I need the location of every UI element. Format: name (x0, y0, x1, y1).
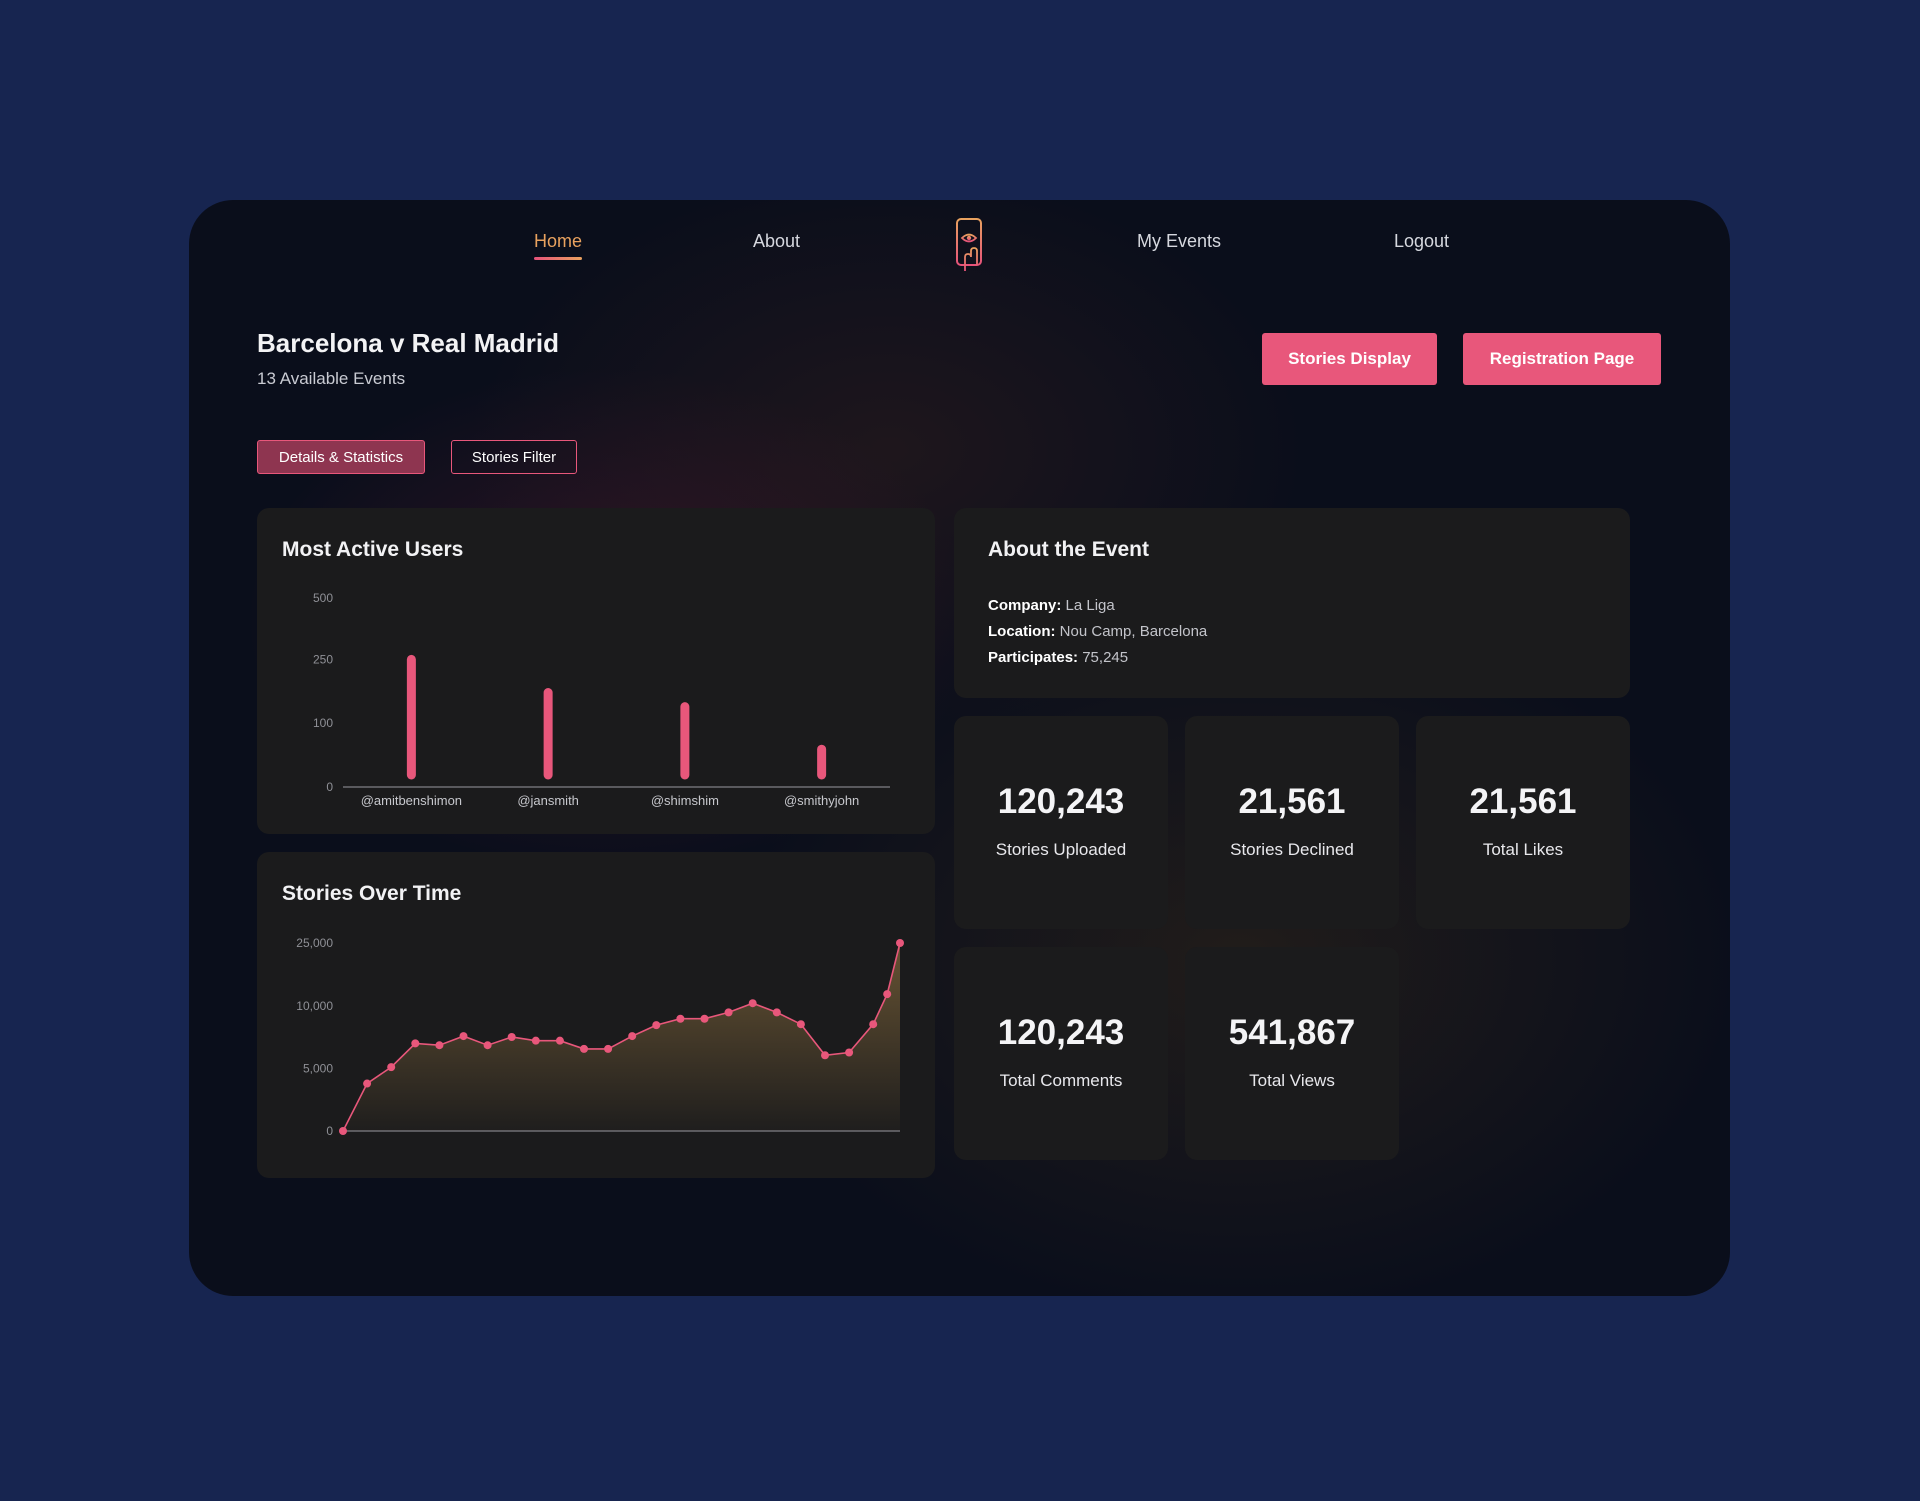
nav-logout[interactable]: Logout (1394, 231, 1450, 251)
data-point (772, 1008, 781, 1017)
registration-page-button[interactable]: Registration Page (1463, 333, 1661, 385)
page-title: Barcelona v Real Madrid (257, 328, 559, 358)
data-point (821, 1051, 829, 1060)
phone-eye-hand-icon[interactable] (954, 217, 984, 271)
app-window: Home About My Events Logout Barcelona v … (189, 200, 1730, 1296)
y-tick-label: 100 (313, 716, 333, 730)
y-tick-label: 0 (326, 780, 333, 794)
x-tick-label: @smithyjohn (784, 793, 859, 808)
stat-label: Total Views (1249, 1071, 1335, 1090)
stat-label: Total Likes (1482, 840, 1564, 859)
area-fill (343, 943, 900, 1131)
about-location-key: Location: (988, 623, 1056, 640)
data-point (676, 1014, 685, 1023)
data-point (339, 1127, 347, 1135)
y-tick-label: 0 (326, 1124, 333, 1138)
about-event-card: About the Event Company: La Liga Locatio… (954, 508, 1630, 698)
tab-details-statistics[interactable]: Details & Statistics (257, 440, 425, 474)
stories-display-button[interactable]: Stories Display (1262, 333, 1437, 385)
about-participates-row: Participates: 75,245 (988, 649, 1128, 666)
y-tick-label: 5,000 (303, 1061, 333, 1075)
data-point (435, 1041, 444, 1050)
stat-card-stories-uploaded: 120,243 Stories Uploaded (954, 716, 1168, 929)
about-company-value: La Liga (1065, 597, 1115, 614)
about-location-value: Nou Camp, Barcelona (1059, 623, 1208, 640)
about-participates-key: Participates: (988, 649, 1079, 666)
about-participates-value: 75,245 (1082, 649, 1129, 666)
most-active-users-title: Most Active Users (282, 538, 464, 561)
stat-card-total-likes: 21,561 Total Likes (1416, 716, 1630, 929)
stat-label: Total Comments (999, 1071, 1123, 1090)
data-point (387, 1063, 396, 1072)
data-point (604, 1044, 613, 1053)
stat-card-stories-declined: 21,561 Stories Declined (1185, 716, 1399, 929)
about-company-row: Company: La Liga (988, 597, 1115, 614)
x-tick-label: @amitbenshimon (361, 793, 462, 808)
nav-home[interactable]: Home (534, 231, 583, 260)
stat-label: Stories Declined (1230, 840, 1354, 859)
data-point (845, 1048, 854, 1057)
about-company-key: Company: (988, 597, 1062, 614)
stat-value: 21,561 (1238, 782, 1346, 821)
about-event-title: About the Event (988, 538, 1149, 561)
data-point (363, 1079, 372, 1088)
stories-over-time-chart: 25,000 10,000 5,000 0 (296, 936, 904, 1138)
stat-value: 541,867 (1228, 1013, 1356, 1052)
x-tick-label: @jansmith (517, 793, 579, 808)
y-tick-label: 250 (313, 652, 333, 666)
stat-value: 21,561 (1469, 782, 1577, 821)
data-point (411, 1039, 420, 1048)
data-point (869, 1020, 878, 1029)
data-point (531, 1036, 540, 1045)
y-tick-label: 500 (313, 591, 333, 605)
x-tick-label: @shimshim (651, 793, 719, 808)
nav-about[interactable]: About (753, 231, 801, 251)
data-point (748, 999, 757, 1008)
stat-label: Stories Uploaded (995, 840, 1127, 859)
data-point (796, 1020, 805, 1029)
most-active-users-card: Most Active Users 500 250 100 0 @amitbenshim… (257, 508, 935, 834)
stat-value: 120,243 (997, 1013, 1125, 1052)
data-point (483, 1041, 492, 1050)
about-location-row: Location: Nou Camp, Barcelona (988, 623, 1207, 640)
tab-stories-filter[interactable]: Stories Filter (451, 440, 577, 474)
most-active-users-chart: 500 250 100 0 @amitbenshimon @jansmith @shimsh… (313, 591, 890, 808)
data-point (507, 1033, 516, 1041)
data-point (555, 1036, 564, 1045)
stories-over-time-title: Stories Over Time (282, 882, 462, 905)
stories-over-time-card: Stories Over Time 25,000 10,000 5,000 0 (257, 852, 935, 1178)
nav-my-events[interactable]: My Events (1137, 231, 1222, 251)
data-point (628, 1032, 637, 1041)
data-point (896, 939, 904, 947)
data-point (700, 1014, 709, 1023)
y-tick-label: 10,000 (296, 999, 333, 1013)
y-tick-label: 25,000 (296, 936, 333, 950)
page-subtitle: 13 Available Events (257, 369, 406, 388)
data-point (883, 990, 892, 999)
stat-value: 120,243 (997, 782, 1125, 821)
data-point (459, 1032, 468, 1041)
data-point (580, 1044, 588, 1053)
data-point (652, 1021, 661, 1030)
data-point (724, 1008, 733, 1017)
stat-card-total-views: 541,867 Total Views (1185, 947, 1399, 1160)
stat-card-total-comments: 120,243 Total Comments (954, 947, 1168, 1160)
